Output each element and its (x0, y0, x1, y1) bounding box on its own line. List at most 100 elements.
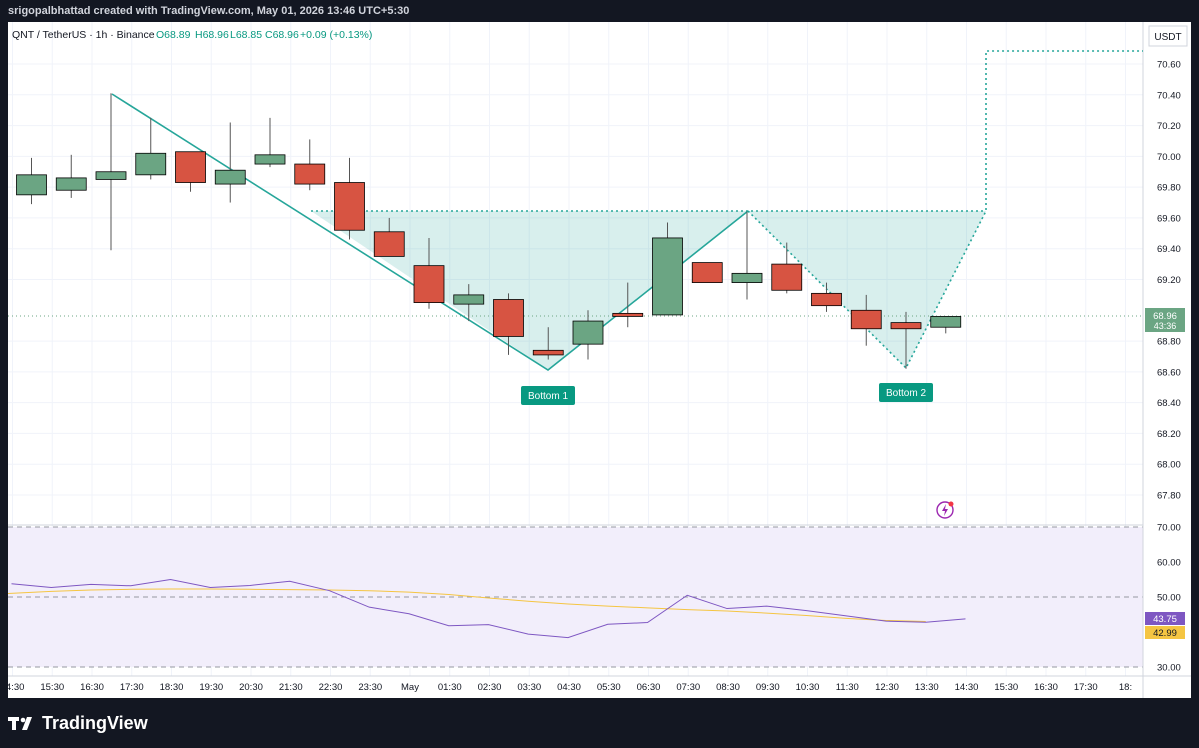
legend-close: C68.96 (265, 29, 299, 41)
candle-body (731, 272, 763, 283)
rsi-ma-line (7, 588, 926, 623)
candle (691, 262, 723, 283)
price-tick-label: 69.20 (1157, 275, 1181, 286)
pattern-dotted-line (747, 50, 1143, 370)
currency-label: USDT (1154, 32, 1181, 43)
legend: QNT / TetherUS · 1h · Binance O68.89 H68… (12, 29, 372, 41)
legend-open: O68.89 (156, 29, 191, 41)
time-tick-label: 04:30 (557, 682, 581, 693)
price-tag-countdown: 43:36 (1154, 321, 1177, 331)
candle-body (890, 322, 922, 330)
candle-body (691, 262, 723, 283)
candles (16, 93, 962, 369)
candle (334, 157, 365, 240)
time-tick-label: 01:30 (438, 682, 462, 693)
chart-frame[interactable]: 70.60 70.40 70.20 70.00 69.80 69.60 69.40 69.20… (1, 22, 1191, 698)
time-tick-label: 20:30 (239, 682, 263, 693)
candle (493, 293, 524, 355)
tradingview-logo-icon (8, 717, 32, 730)
candle (731, 211, 763, 300)
time-tick-label: 22:30 (319, 682, 343, 693)
time-tick-label: 21:30 (279, 682, 303, 693)
candle (294, 139, 326, 191)
candle-body (373, 231, 405, 257)
time-tick-label: 17:30 (1074, 682, 1098, 693)
time-tick-label: 12:30 (875, 682, 899, 693)
chart-svg[interactable]: 70.60 70.40 70.20 70.00 69.80 69.60 69.40 69.20… (1, 22, 1191, 698)
price-tick-label: 68.20 (1157, 429, 1181, 440)
time-tick-label: 06:30 (637, 682, 661, 693)
candle-body (850, 309, 882, 330)
time-axis[interactable]: 14:30 15:30 16:30 17:30 18:30 19:30 20:30 21:30… (1, 682, 1133, 693)
candle-body (652, 237, 683, 316)
candle (811, 282, 842, 312)
legend-low: L68.85 (230, 29, 262, 41)
time-tick-label: 18:30 (160, 682, 184, 693)
time-tick-label: 17:30 (120, 682, 144, 693)
cup-fill-1 (311, 211, 748, 370)
rsi-tick-label: 30.00 (1157, 663, 1181, 674)
legend-symbol: QNT / TetherUS · 1h · Binance (12, 29, 155, 41)
time-tick-label: 14:30 (955, 682, 979, 693)
price-tick-label: 68.00 (1157, 460, 1181, 471)
time-tick-label: 23:30 (358, 682, 382, 693)
time-tick-label: 11:30 (836, 682, 859, 693)
legend-change: +0.09 (+0.13%) (300, 29, 372, 41)
candle-body (254, 154, 286, 165)
brand-name: TradingView (42, 712, 148, 733)
time-tick-label: 05:30 (597, 682, 621, 693)
candle (214, 122, 246, 203)
candle (175, 151, 206, 192)
candle (254, 117, 286, 168)
candle (572, 310, 604, 360)
candle (373, 217, 405, 257)
price-tick-label: 70.60 (1157, 60, 1181, 71)
time-tick-label: 03:30 (517, 682, 541, 693)
price-tick-label: 69.80 (1157, 183, 1181, 194)
time-tick-label: 19:30 (199, 682, 223, 693)
time-tick-label: 02:30 (478, 682, 502, 693)
candle (652, 222, 683, 316)
candle-body (612, 312, 644, 317)
candle (135, 117, 167, 180)
chart-credit: srigopalbhattad created with TradingView… (0, 0, 1199, 22)
cup-fill-2 (748, 211, 986, 368)
candle-body (135, 152, 167, 176)
candle-body (771, 263, 803, 291)
candle-body (95, 171, 127, 180)
rsi-line (11, 578, 966, 639)
time-tick-label: 10:30 (796, 682, 820, 693)
price-tick-label: 69.60 (1157, 213, 1181, 224)
candle-body (572, 320, 604, 345)
lightning-icon[interactable] (936, 501, 954, 519)
candle (413, 237, 445, 309)
rsi-tick-label: 50.00 (1157, 593, 1181, 604)
price-axis[interactable]: 70.60 70.40 70.20 70.00 69.80 69.60 69.40 69.20… (1157, 60, 1181, 502)
price-tick-label: 68.80 (1157, 337, 1181, 348)
candle-body (16, 174, 47, 196)
candle (850, 294, 882, 346)
candle-body (930, 316, 962, 328)
currency-button[interactable] (1148, 25, 1188, 47)
time-tick-label: 09:30 (756, 682, 780, 693)
candle (453, 284, 485, 322)
candle-body (413, 265, 445, 303)
candle (612, 282, 644, 328)
rsi-ma-tag-value: 42.99 (1153, 628, 1177, 639)
footer (0, 698, 1199, 748)
bottom2-label (879, 383, 933, 402)
time-tick-label: 18: (1119, 682, 1132, 693)
candle-body (811, 292, 842, 307)
candle (771, 242, 803, 294)
time-tick-label: 16:30 (80, 682, 104, 693)
price-tick-label: 68.40 (1157, 398, 1181, 409)
candle-body (214, 169, 246, 185)
price-tick-label: 68.60 (1157, 367, 1181, 378)
candle-body (493, 299, 524, 337)
brand[interactable]: TradingView (8, 712, 148, 734)
time-tick-label: 16:30 (1034, 682, 1058, 693)
candle (95, 93, 127, 251)
price-tag-value: 68.96 (1153, 311, 1177, 322)
legend-high: H68.96 (195, 29, 229, 41)
